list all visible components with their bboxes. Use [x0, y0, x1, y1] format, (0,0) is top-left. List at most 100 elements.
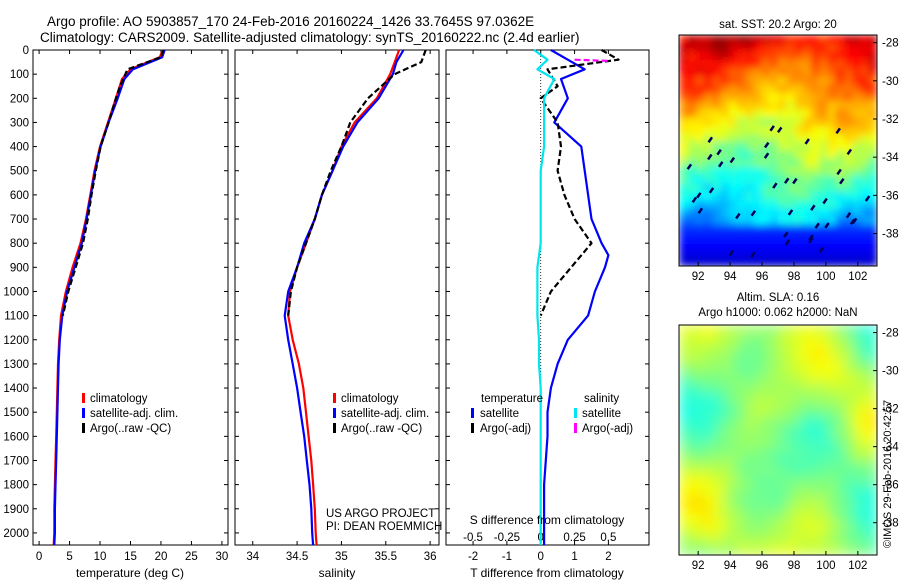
top-tick-label: 0.5	[600, 532, 616, 544]
sst-cell	[712, 200, 721, 209]
sst-cell	[827, 68, 837, 77]
sla-cell	[745, 463, 757, 476]
sst-cell	[786, 68, 796, 77]
ytick-label: 100	[10, 69, 29, 81]
sst-cell	[703, 68, 713, 77]
sst-speck	[808, 234, 814, 241]
sst-cell	[679, 142, 688, 152]
sst-cell	[679, 183, 688, 193]
series-line-argo-raw-qc-	[287, 49, 427, 316]
sst-cell	[687, 224, 697, 234]
sst-cell	[827, 208, 837, 218]
sst-cell	[753, 216, 763, 226]
sla-cell	[811, 382, 823, 395]
sst-cell	[835, 175, 845, 185]
sla-cell	[756, 336, 768, 349]
sst-cell	[695, 216, 705, 226]
sst-cell	[745, 101, 754, 110]
sla-cell	[767, 428, 779, 441]
sla-cell	[778, 486, 790, 499]
sst-cell	[852, 249, 862, 259]
sst-cell	[695, 134, 705, 143]
sst-cell	[753, 92, 763, 102]
sst-cell	[687, 208, 697, 218]
sst-cell	[703, 216, 713, 226]
temperature-xlabel: temperature (deg C)	[76, 566, 184, 580]
sst-cell	[819, 167, 829, 176]
sla-cell	[712, 474, 724, 487]
sst-cell	[835, 150, 845, 160]
sst-cell	[712, 125, 721, 135]
sla-cell	[756, 474, 768, 487]
sla-cell	[723, 382, 735, 395]
sla-cell	[778, 474, 790, 487]
sla-cell	[701, 509, 713, 522]
sst-cell	[844, 101, 853, 110]
sla-map-frame	[678, 324, 878, 556]
sst-cell	[745, 158, 754, 168]
sla-cell	[734, 371, 746, 384]
sla-cell	[822, 497, 834, 510]
sst-cell	[794, 109, 804, 119]
sst-cell	[769, 51, 779, 61]
sla-cell	[734, 348, 746, 361]
sst-cell	[695, 35, 705, 44]
sst-cell	[761, 51, 771, 61]
sla-cell	[800, 520, 812, 533]
sla-cell	[734, 394, 746, 407]
sst-cell	[695, 183, 705, 193]
sst-cell	[827, 150, 837, 160]
sst-speck	[735, 212, 741, 220]
xtick-label: 30	[216, 551, 229, 563]
sst-cell	[802, 84, 812, 94]
sla-cell	[679, 359, 691, 372]
sla-cell	[800, 417, 812, 430]
sst-cell	[868, 183, 877, 193]
sst-cell	[761, 59, 771, 69]
sla-cell	[811, 509, 823, 522]
sla-cell	[690, 336, 702, 349]
sst-cell	[786, 84, 796, 94]
sst-cell	[712, 142, 721, 152]
sla-cell	[767, 520, 779, 533]
sst-cell	[753, 142, 763, 152]
sla-cell	[701, 543, 713, 555]
sst-cell	[868, 257, 877, 266]
sst-cell	[811, 224, 820, 234]
sst-cell	[736, 191, 746, 201]
sst-cell	[687, 59, 697, 69]
sla-cell	[679, 428, 691, 441]
sla-cell	[712, 325, 724, 338]
sla-cell	[690, 497, 702, 510]
sla-cell	[778, 520, 790, 533]
sst-cell	[703, 175, 713, 185]
sla-cell	[690, 543, 702, 555]
sst-cell	[786, 117, 796, 127]
sst-cell	[736, 68, 746, 77]
sla-cell	[855, 532, 867, 545]
sst-cell	[769, 43, 779, 53]
sst-cell	[827, 101, 837, 110]
sst-cell	[745, 233, 754, 242]
legend-label: satellite	[582, 408, 621, 420]
sst-cell	[860, 76, 870, 86]
sst-cell	[745, 43, 754, 53]
sst-cell	[679, 224, 688, 234]
sst-cell	[720, 233, 730, 242]
sst-cell	[728, 84, 738, 94]
sst-cell	[761, 233, 771, 242]
sst-cell	[827, 59, 837, 69]
sst-cell	[860, 51, 870, 61]
sla-cell	[701, 451, 713, 464]
sla-cell	[778, 394, 790, 407]
sla-cell	[690, 417, 702, 430]
sst-cell	[794, 134, 804, 143]
sst-cell	[761, 35, 771, 44]
sla-cell	[679, 451, 691, 464]
map-xtick-label: 100	[816, 560, 835, 572]
sla-cell	[723, 451, 735, 464]
sla-cell	[756, 382, 768, 395]
sst-cell	[835, 109, 845, 119]
sst-speck	[717, 161, 724, 168]
sst-cell	[827, 183, 837, 193]
